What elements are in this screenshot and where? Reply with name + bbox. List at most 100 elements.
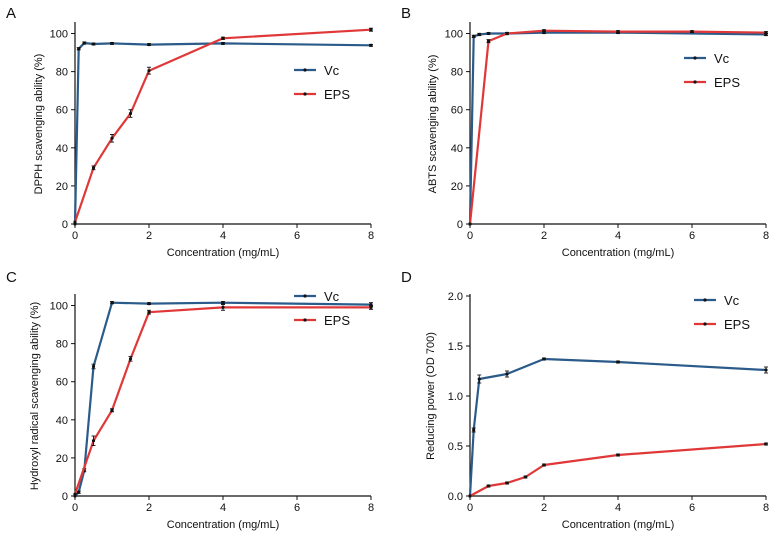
data-point (221, 301, 225, 305)
y-tick-label: 60 (56, 105, 68, 117)
y-tick-label: 1.5 (448, 341, 463, 353)
x-tick-label: 8 (763, 502, 769, 514)
data-point (82, 41, 86, 45)
y-tick-label: 0.0 (448, 491, 463, 503)
data-point (147, 69, 151, 73)
legend-marker (303, 318, 307, 322)
y-tick-label: 40 (451, 143, 463, 155)
y-tick-label: 60 (451, 105, 463, 117)
x-axis-label: Concentration (mg/mL) (562, 519, 675, 531)
data-point (221, 41, 225, 46)
x-tick-label: 2 (146, 502, 152, 514)
y-tick-label: 0 (62, 491, 68, 503)
series-line (74, 301, 372, 497)
y-axis-label: DPPH scavenging ability (%) (33, 54, 45, 195)
legend-label: Vc (324, 63, 340, 78)
data-point (486, 39, 491, 43)
data-point (542, 357, 546, 361)
data-point (542, 29, 546, 33)
panel-letter: D (401, 269, 412, 286)
data-point (486, 484, 491, 488)
legend: Vc EPS (684, 51, 740, 90)
data-point (73, 220, 77, 224)
y-tick-label: 80 (56, 67, 68, 79)
legend-marker (303, 68, 307, 72)
x-tick-label: 0 (72, 230, 78, 242)
legend-marker (303, 92, 307, 96)
legend-marker (303, 294, 307, 298)
panel-d: D 0 2 4 6 8 0.0 0.5 1.0 1.5 2.0 Concentration (mg/m… (401, 269, 769, 531)
data-point (110, 41, 114, 46)
x-tick-label: 6 (294, 230, 300, 242)
legend-label: EPS (714, 75, 740, 90)
y-tick-label: 20 (56, 453, 68, 465)
series-line (73, 306, 371, 495)
data-point (468, 222, 472, 226)
series-vc (468, 357, 768, 498)
data-point (523, 475, 528, 479)
data-point (77, 47, 81, 51)
data-point (764, 442, 768, 446)
data-point (221, 36, 225, 40)
series-line (73, 28, 372, 223)
data-point (542, 463, 546, 467)
y-axis-label: ABTS scavenging ability (%) (427, 55, 439, 194)
y-tick-label: 100 (50, 29, 68, 41)
y-tick-label: 0 (62, 219, 68, 231)
data-point (110, 301, 114, 305)
legend-label: EPS (724, 317, 750, 332)
x-tick-label: 8 (763, 230, 769, 242)
data-point (91, 166, 96, 170)
y-tick-label: 40 (56, 415, 68, 427)
data-point (73, 492, 77, 496)
legend-marker (693, 80, 697, 84)
legend: Vc EPS (294, 289, 350, 328)
series-line (469, 442, 767, 497)
series-eps (73, 304, 373, 496)
data-point (91, 364, 96, 369)
data-point (128, 357, 133, 361)
data-point (472, 428, 476, 432)
series-eps (73, 27, 373, 224)
data-point (486, 31, 491, 36)
legend-marker (693, 56, 697, 60)
legend-label: Vc (714, 51, 730, 66)
x-axis-label: Concentration (mg/mL) (167, 519, 280, 531)
y-tick-label: 20 (451, 181, 463, 193)
data-point (690, 30, 694, 34)
x-tick-label: 4 (220, 502, 226, 514)
panel-letter: A (6, 5, 16, 22)
legend-label: Vc (724, 293, 740, 308)
data-point (468, 494, 472, 498)
x-tick-label: 2 (146, 230, 152, 242)
data-point (77, 490, 81, 494)
legend-label: EPS (324, 313, 350, 328)
legend-marker (703, 298, 707, 302)
x-tick-label: 2 (541, 230, 547, 242)
x-axis-label: Concentration (mg/mL) (562, 247, 675, 259)
y-axis-label: Hydroxyl radical scavenging ability (%) (29, 302, 41, 490)
y-tick-label: 0 (457, 219, 463, 231)
data-point (764, 368, 768, 372)
x-tick-label: 0 (72, 502, 78, 514)
data-point (91, 42, 96, 46)
y-tick-label: 100 (445, 29, 463, 41)
legend: Vc EPS (294, 63, 350, 102)
data-point (91, 439, 96, 443)
series-eps (468, 29, 768, 226)
data-point (369, 28, 373, 32)
data-point (477, 32, 481, 37)
panel-letter: C (6, 269, 17, 286)
data-point (505, 31, 509, 36)
y-tick-label: 1.0 (448, 391, 463, 403)
y-axis-label: Reducing power (OD 700) (425, 332, 437, 460)
legend-marker (703, 322, 707, 326)
x-tick-label: 4 (615, 502, 621, 514)
y-tick-label: 80 (56, 339, 68, 351)
x-axis-label: Concentration (mg/mL) (167, 247, 280, 259)
data-point (505, 372, 509, 376)
data-point (147, 310, 151, 314)
